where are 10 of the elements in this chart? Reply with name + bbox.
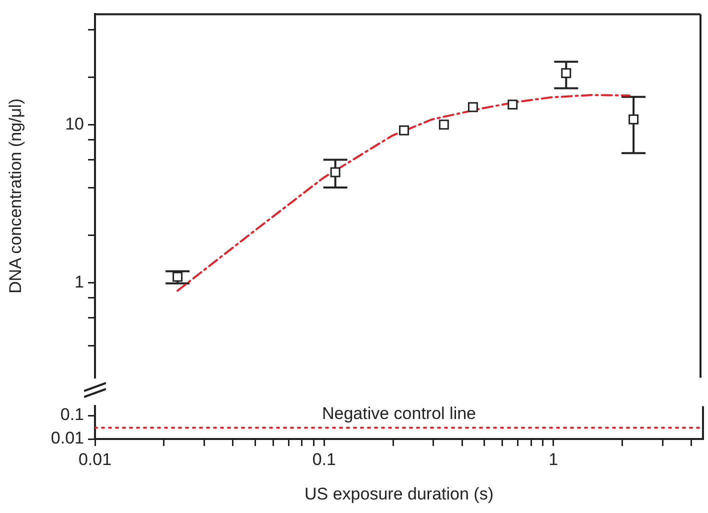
- y-tick-label: 0.1: [60, 405, 84, 424]
- x-axis-title: US exposure duration (s): [304, 484, 494, 504]
- y-tick-label: 10: [65, 114, 84, 134]
- y-tick-label: 0.01: [50, 428, 84, 448]
- x-tick-label: 0.1: [312, 450, 336, 469]
- x-tick-label: 1: [548, 450, 558, 469]
- x-tick-label: 0.01: [78, 450, 112, 469]
- y-tick-label: 1: [74, 272, 84, 292]
- series-label: Negative control line: [322, 404, 476, 423]
- y-axis-title: DNA concentration (ng/μl): [6, 98, 25, 294]
